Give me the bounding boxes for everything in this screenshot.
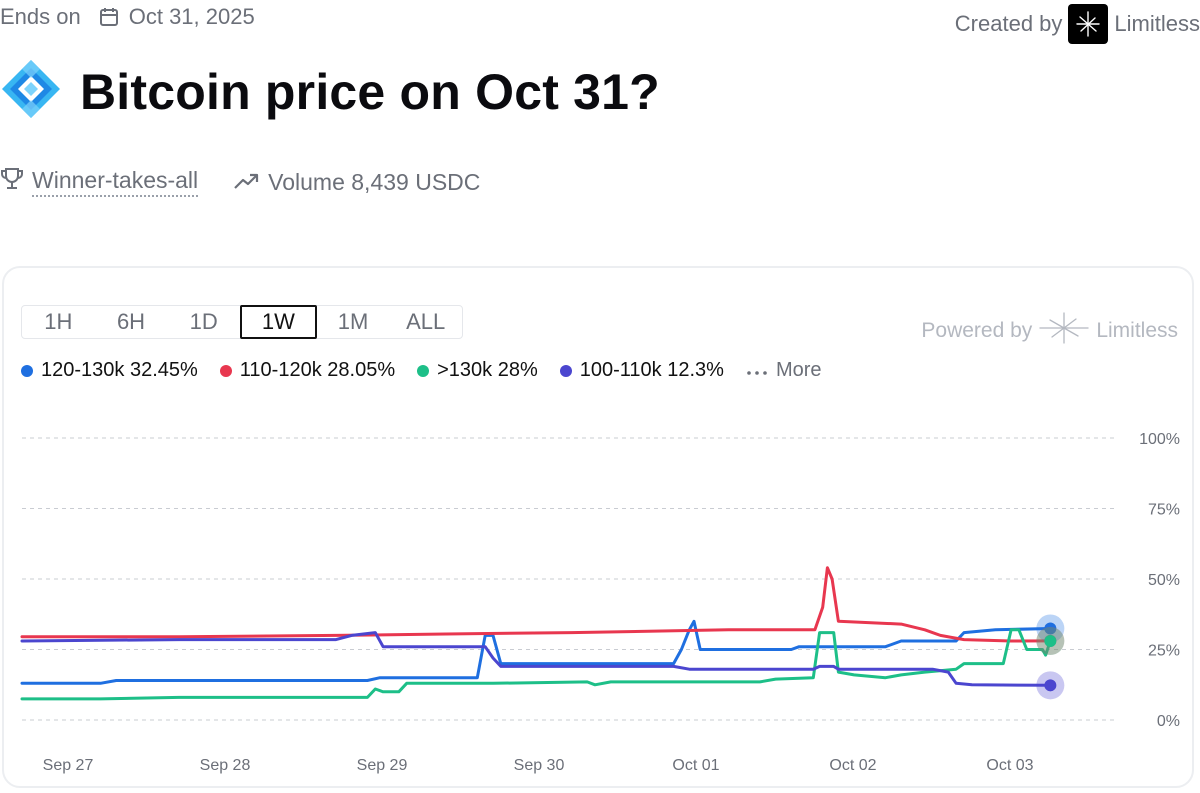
x-tick-label: Sep 29 — [357, 757, 408, 774]
series-line-1 — [20, 566, 1052, 643]
volume-info: Volume 8,439 USDC — [234, 169, 480, 196]
x-tick-label: Sep 27 — [43, 757, 94, 774]
creator-name[interactable]: Limitless — [1114, 11, 1200, 36]
legend-more-button[interactable]: More — [746, 359, 822, 382]
tab-1h[interactable]: 1H — [44, 309, 73, 334]
market-type-label[interactable]: Winner-takes-all — [32, 167, 199, 197]
y-tick-label: 50% — [1148, 572, 1180, 589]
powered-by-brand: Limitless — [1096, 319, 1178, 342]
header-bar: Ends on Oct 31, 2025 Created by Limi — [0, 4, 1200, 44]
diamond-logo-icon — [0, 58, 62, 125]
powered-by[interactable]: Powered by Limitless — [921, 311, 1178, 351]
market-title-row: Bitcoin price on Oct 31? — [0, 58, 660, 125]
legend-dot — [559, 364, 572, 377]
tab-all[interactable]: ALL — [406, 309, 446, 334]
trophy-icon — [0, 166, 24, 198]
calendar-icon — [99, 6, 119, 28]
tab-6h[interactable]: 6H — [116, 309, 146, 334]
tab-1d[interactable]: 1D — [189, 309, 218, 334]
legend-dot — [21, 364, 33, 377]
timeframe-tabs: 1H 6H 1D 1W 1M ALL — [21, 305, 463, 339]
series-line-3 — [20, 631, 1052, 687]
more-label: More — [775, 359, 822, 381]
market-meta: Winner-takes-all Volume 8,439 USDC — [0, 166, 480, 198]
trending-up-icon — [234, 169, 260, 196]
page-title: Bitcoin price on Oct 31? — [80, 63, 660, 120]
market-type[interactable]: Winner-takes-all — [0, 166, 199, 198]
series-line-2 — [20, 628, 1052, 701]
tab-1m[interactable]: 1M — [337, 309, 369, 334]
legend-dot — [417, 364, 430, 377]
legend-dot — [219, 364, 232, 377]
x-tick-label: Oct 03 — [986, 757, 1033, 774]
price-history-chart[interactable]: 100% 75% 50% 25% 0% Sep 27 Sep 28 Sep 29 Sep 30 O… — [4, 268, 1192, 786]
y-tick-label: 0% — [1157, 713, 1180, 730]
x-tick-label: Oct 01 — [672, 757, 719, 774]
powered-by-label: Powered by — [921, 319, 1033, 342]
legend-item-100-110k[interactable]: 100-110k 12.3% — [559, 359, 724, 382]
endpoint-marker — [1044, 635, 1057, 648]
volume-text: Volume 8,439 USDC — [268, 168, 481, 195]
chart-legend: 120-130k 32.45% 110-120k 28.05% >130k 28… — [21, 359, 822, 382]
endpoint-marker — [1044, 679, 1057, 692]
end-date-value: Oct 31, 2025 — [128, 4, 255, 29]
limitless-mark-icon — [1038, 311, 1090, 351]
creator-info[interactable]: Created by Limitless — [955, 4, 1200, 44]
created-by-label: Created by — [954, 11, 1063, 36]
x-tick-label: Oct 02 — [829, 757, 876, 774]
legend-label: >130k 28% — [437, 359, 538, 381]
legend-item-over-130k[interactable]: >130k 28% — [417, 359, 538, 382]
endpoint-marker — [1044, 622, 1057, 635]
limitless-logo-icon[interactable] — [1068, 4, 1109, 44]
y-tick-label: 25% — [1148, 643, 1180, 660]
legend-label: 120-130k 32.45% — [41, 359, 198, 381]
tab-1w[interactable]: 1W — [240, 305, 317, 339]
y-tick-label: 75% — [1148, 502, 1180, 519]
y-tick-label: 100% — [1139, 431, 1180, 448]
series-line-0 — [20, 619, 1052, 685]
legend-item-120-130k[interactable]: 120-130k 32.45% — [21, 359, 198, 382]
legend-item-110-120k[interactable]: 110-120k 28.05% — [219, 359, 396, 382]
price-chart-card: 1H 6H 1D 1W 1M ALL Powered by Limitless … — [2, 266, 1194, 788]
end-date-info: Ends on Oct 31, 2025 — [0, 4, 255, 30]
legend-label: 100-110k 12.3% — [579, 359, 724, 381]
x-tick-label: Sep 30 — [514, 757, 565, 774]
x-tick-label: Sep 28 — [200, 757, 251, 774]
ellipsis-icon — [746, 359, 768, 382]
legend-label: 110-120k 28.05% — [239, 359, 396, 381]
ends-on-label: Ends on — [0, 4, 81, 29]
